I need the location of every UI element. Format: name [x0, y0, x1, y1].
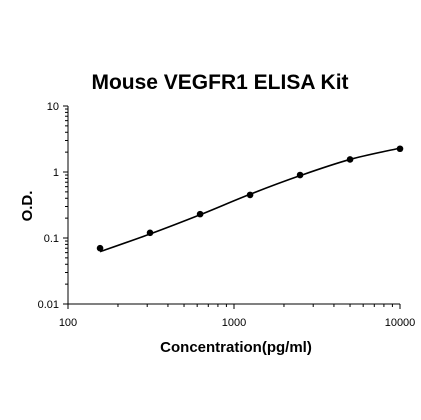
y-tick-label: 0.01 [38, 299, 59, 311]
data-point [196, 210, 204, 218]
x-tick-label: 1000 [222, 317, 246, 329]
data-point [396, 145, 404, 153]
data-points [96, 145, 404, 252]
y-tick-label: 0.1 [44, 233, 59, 245]
y-axis-ticks: 0.01 0.1 1 10 [38, 101, 68, 311]
axes [67, 106, 400, 305]
chart-title: Mouse VEGFR1 ELISA Kit [91, 71, 348, 94]
x-tick-label: 10000 [385, 317, 416, 329]
x-axis-label: Concentration(pg/ml) [160, 339, 312, 356]
data-point [346, 156, 354, 163]
data-point [296, 171, 304, 179]
x-tick-label: 100 [59, 317, 77, 329]
y-axis-label: O.D. [19, 191, 36, 222]
data-point [246, 191, 254, 199]
x-axis-ticks: 100 1000 10000 [59, 304, 415, 329]
data-point [146, 229, 154, 237]
y-tick-label: 1 [53, 167, 59, 179]
fit-curve [99, 147, 401, 253]
y-tick-label: 10 [47, 101, 59, 113]
data-point [96, 244, 104, 252]
